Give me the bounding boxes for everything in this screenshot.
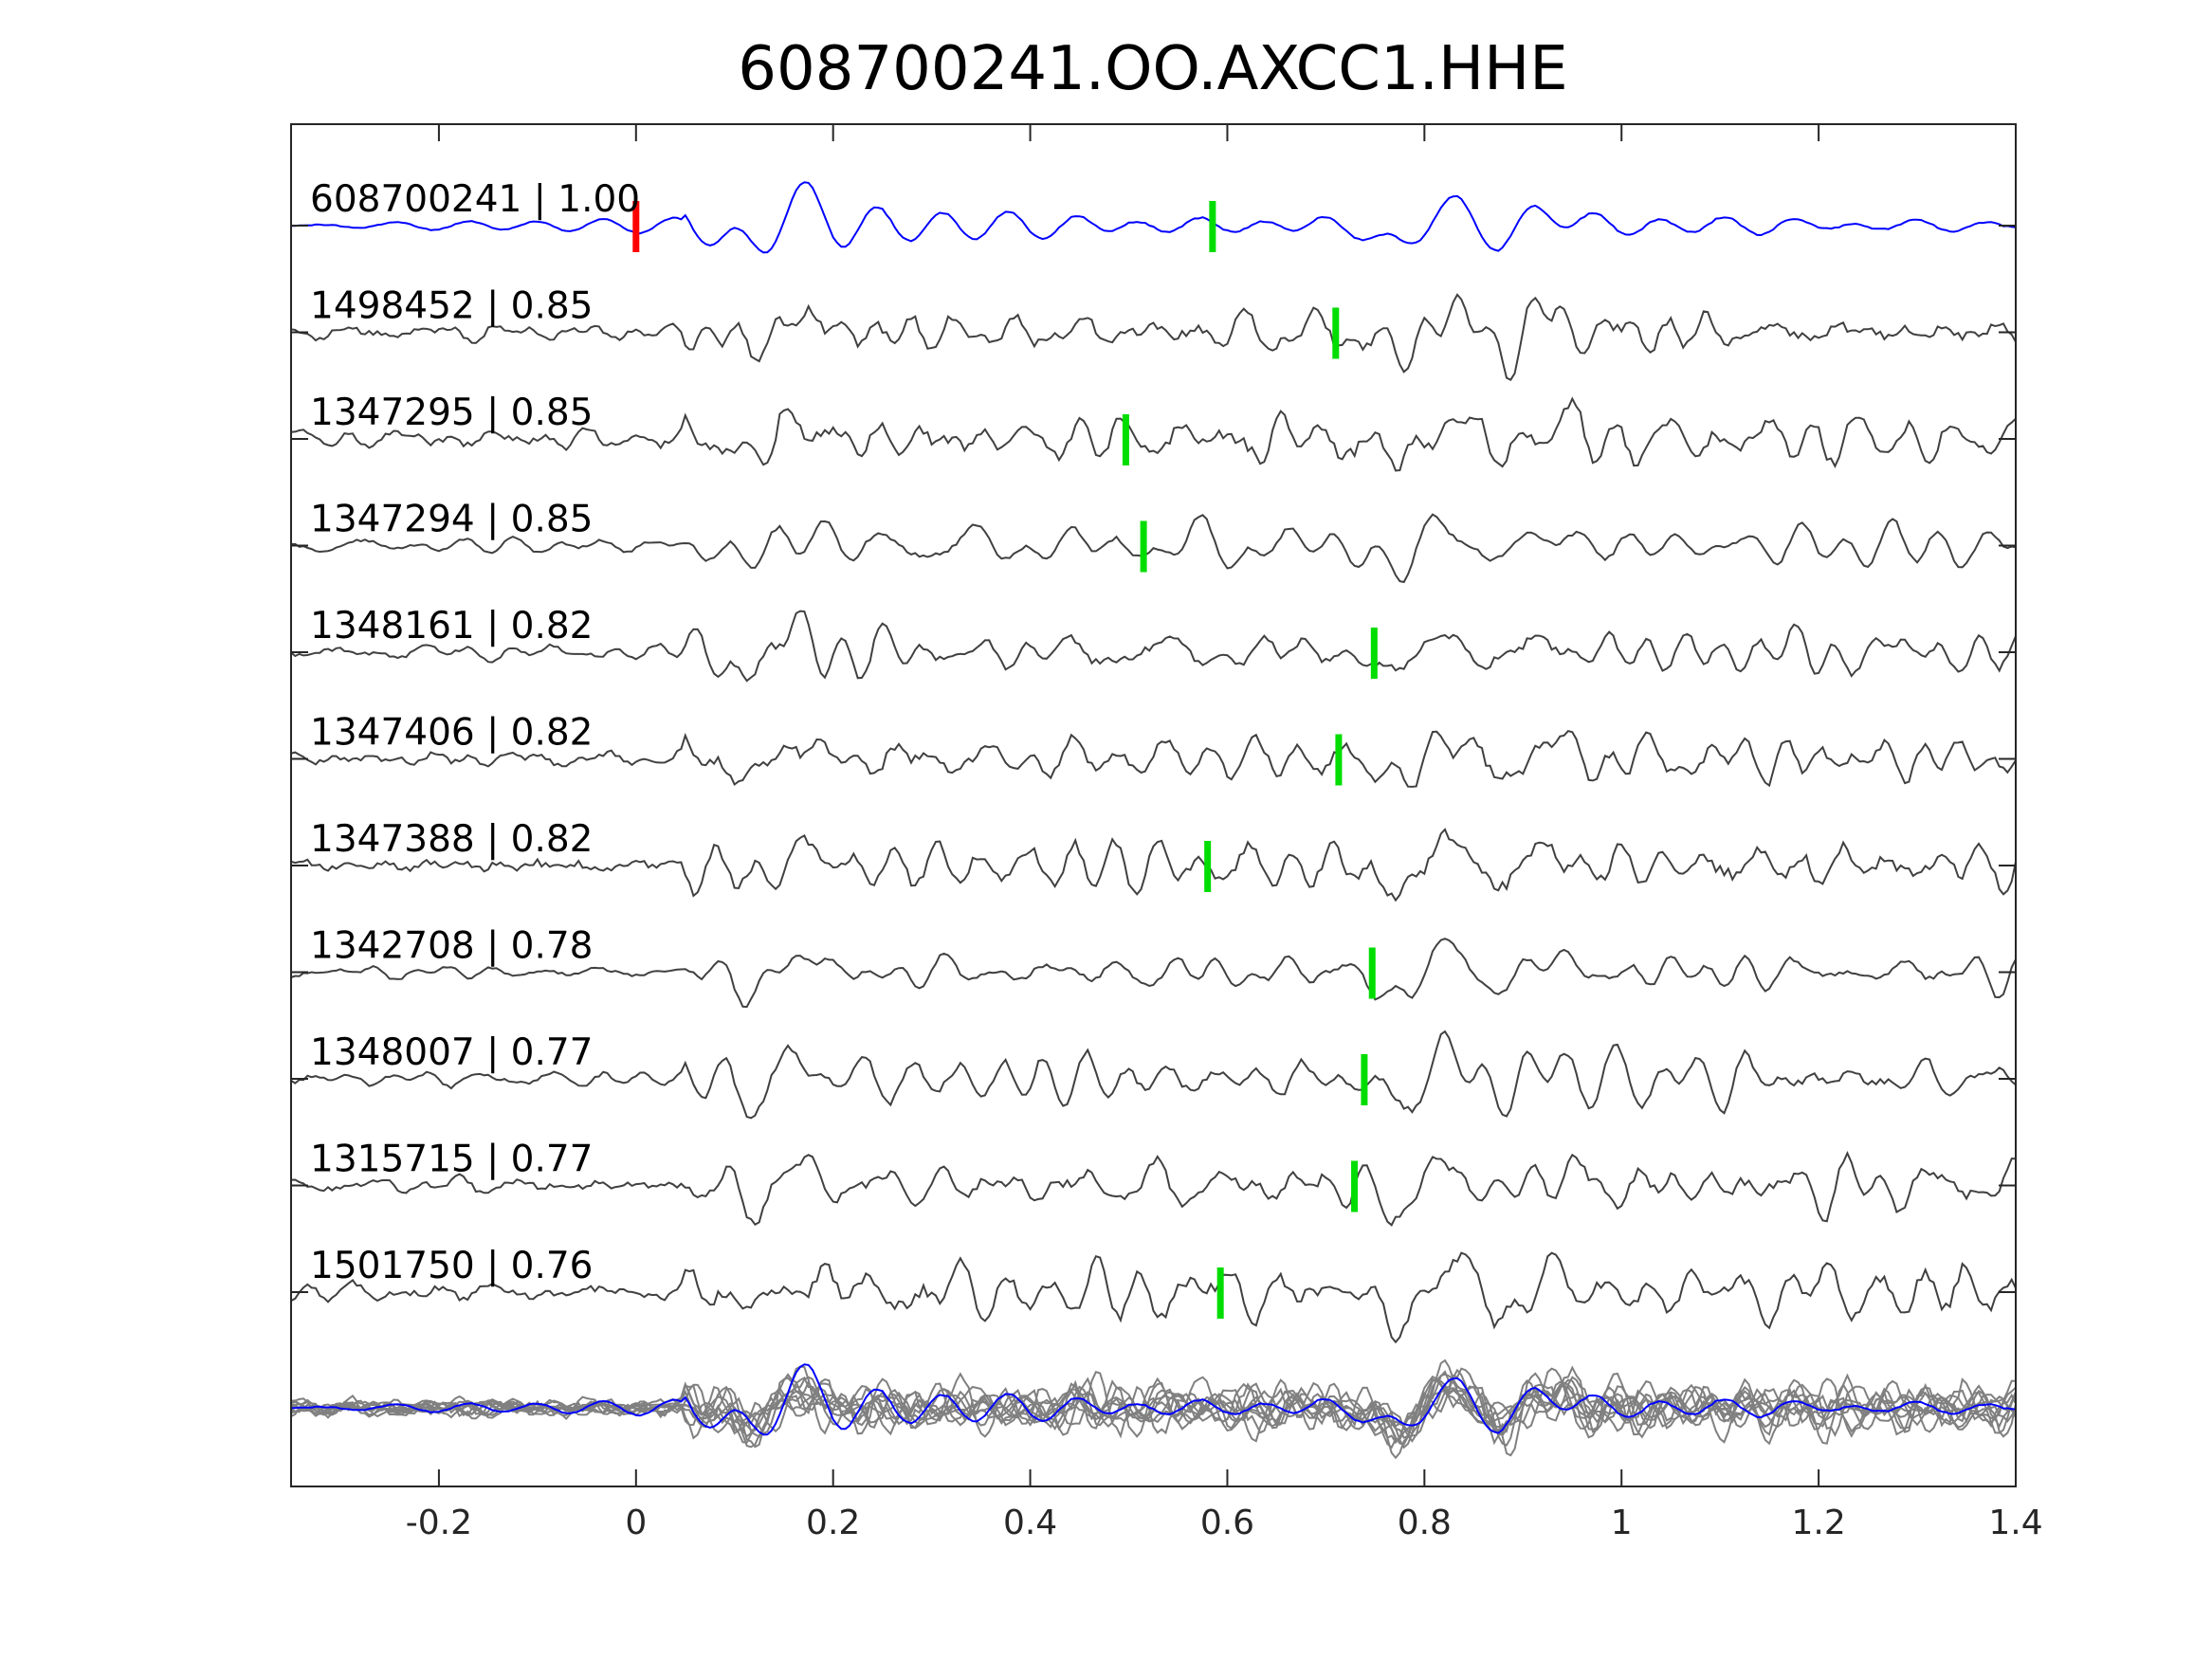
trace-label: 608700241 | 1.00 (310, 178, 640, 221)
x-tick-label: 0.4 (1003, 1504, 1057, 1542)
trace-1347294 (290, 513, 2017, 584)
stack-trace-1348007 (290, 1358, 2017, 1449)
trace-1347388 (290, 828, 2017, 902)
chart-title: 608700241.OO.AXCC1.HHE (738, 34, 1567, 104)
x-tick-label: 0 (625, 1504, 647, 1542)
trace-1347295 (290, 396, 2017, 472)
stack-trace-1347388 (290, 1370, 2017, 1445)
x-tick-label: 0.6 (1200, 1504, 1254, 1542)
trace-1342708 (290, 938, 2017, 1009)
trace-608700241 (291, 181, 2017, 254)
trace-label: 1315715 | 0.77 (310, 1139, 593, 1181)
trace-label: 1347388 | 0.82 (310, 818, 593, 861)
trace-1315715 (290, 1151, 2017, 1227)
trace-label: 1348161 | 0.82 (310, 605, 593, 647)
x-tick-label: 1.2 (1791, 1504, 1845, 1542)
trace-label: 1347295 | 0.85 (310, 392, 593, 434)
traces-layer (290, 181, 2017, 1344)
x-tick-label: -0.2 (406, 1504, 472, 1542)
x-tick-label: 1 (1611, 1504, 1633, 1542)
trace-label: 1342708 | 0.78 (310, 925, 593, 968)
plot-frame (290, 123, 2017, 1487)
trace-1348161 (290, 610, 2017, 683)
trace-label: 1498452 | 0.85 (310, 285, 593, 328)
stack-template-trace (291, 1363, 2017, 1436)
picks-layer (632, 201, 1378, 1319)
stack-trace-1342708 (290, 1373, 2017, 1444)
overlay-stack (290, 1358, 2017, 1460)
trace-labels: 608700241 | 1.00 1498452 | 0.85 1347295 | … (310, 178, 640, 1287)
x-axis: -0.2 0 0.2 0.4 0.6 0.8 1 1.2 1.4 (291, 124, 2043, 1542)
trace-label: 1501750 | 0.76 (310, 1245, 593, 1287)
trace-1498452 (290, 293, 2017, 381)
x-tick-label: 1.4 (1988, 1504, 2042, 1542)
trace-label: 1347294 | 0.85 (310, 499, 593, 541)
trace-label: 1347406 | 0.82 (310, 712, 593, 755)
trace-1348007 (290, 1030, 2017, 1120)
trace-1347406 (290, 729, 2017, 788)
x-tick-label: 0.8 (1398, 1504, 1452, 1542)
trace-1501750 (290, 1251, 2017, 1344)
trace-label: 1348007 | 0.77 (310, 1031, 593, 1074)
x-tick-label: 0.2 (806, 1504, 860, 1542)
stack-trace-1501750 (290, 1367, 2017, 1460)
